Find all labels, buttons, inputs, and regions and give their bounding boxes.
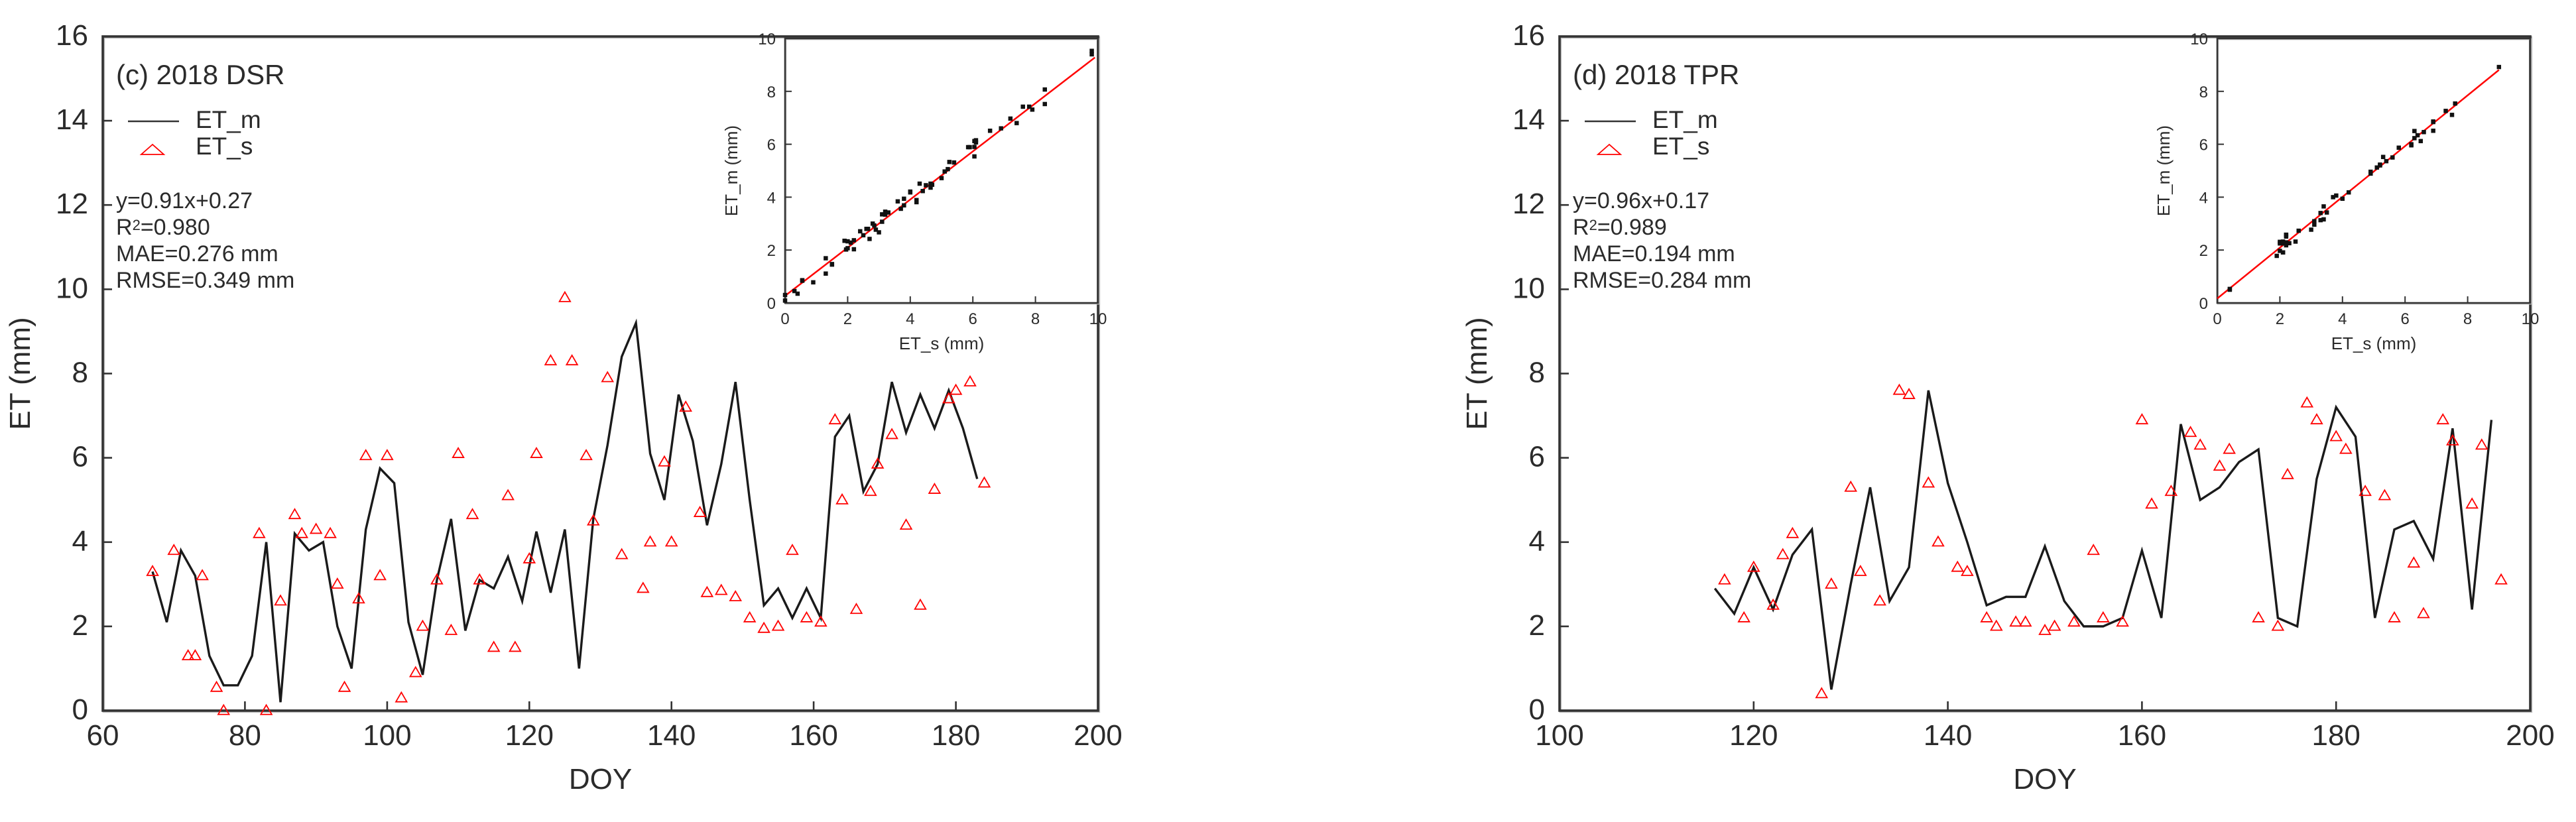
svg-text:60: 60 bbox=[87, 719, 119, 752]
svg-text:8: 8 bbox=[2463, 310, 2472, 328]
svg-text:ET_m: ET_m bbox=[1652, 106, 1718, 133]
svg-text:160: 160 bbox=[789, 719, 837, 752]
svg-text:16: 16 bbox=[56, 19, 88, 52]
svg-text:2: 2 bbox=[2276, 310, 2284, 328]
svg-text:ET_m (mm): ET_m (mm) bbox=[721, 125, 741, 216]
svg-text:ET_s: ET_s bbox=[1652, 133, 1709, 160]
svg-text:ET_m (mm): ET_m (mm) bbox=[2154, 125, 2174, 216]
svg-text:160: 160 bbox=[2118, 719, 2166, 752]
svg-text:R2=0.980: R2=0.980 bbox=[116, 215, 210, 240]
svg-text:14: 14 bbox=[1512, 103, 1545, 136]
svg-text:ET (mm): ET (mm) bbox=[1461, 317, 1493, 430]
svg-text:4: 4 bbox=[2199, 189, 2208, 207]
svg-text:6: 6 bbox=[2401, 310, 2410, 328]
svg-text:12: 12 bbox=[56, 188, 88, 220]
svg-text:0: 0 bbox=[1529, 693, 1545, 726]
svg-text:(d) 2018 TPR: (d) 2018 TPR bbox=[1573, 59, 1739, 90]
svg-text:200: 200 bbox=[2506, 719, 2554, 752]
svg-text:8: 8 bbox=[767, 84, 776, 101]
svg-text:80: 80 bbox=[229, 719, 261, 752]
svg-text:2: 2 bbox=[2199, 242, 2208, 260]
svg-text:200: 200 bbox=[1073, 719, 1122, 752]
svg-text:10: 10 bbox=[1089, 310, 1107, 328]
svg-text:8: 8 bbox=[1529, 357, 1545, 389]
svg-text:4: 4 bbox=[906, 310, 914, 328]
svg-text:100: 100 bbox=[363, 719, 411, 752]
svg-text:6: 6 bbox=[969, 310, 977, 328]
svg-text:0: 0 bbox=[2213, 310, 2221, 328]
svg-text:MAE=0.276 mm: MAE=0.276 mm bbox=[116, 241, 278, 266]
svg-text:14: 14 bbox=[56, 103, 88, 136]
svg-text:2: 2 bbox=[843, 310, 852, 328]
svg-text:0: 0 bbox=[780, 310, 789, 328]
svg-text:6: 6 bbox=[1529, 441, 1545, 473]
svg-text:10: 10 bbox=[56, 272, 88, 304]
svg-text:6: 6 bbox=[767, 137, 776, 154]
svg-text:140: 140 bbox=[1924, 719, 1972, 752]
svg-text:6: 6 bbox=[72, 441, 88, 473]
svg-text:10: 10 bbox=[2190, 30, 2208, 48]
svg-text:4: 4 bbox=[767, 189, 776, 207]
svg-text:10: 10 bbox=[758, 30, 776, 48]
svg-text:MAE=0.194 mm: MAE=0.194 mm bbox=[1573, 241, 1735, 266]
svg-text:12: 12 bbox=[1512, 188, 1545, 220]
svg-text:2: 2 bbox=[767, 242, 776, 260]
svg-text:ET_s: ET_s bbox=[196, 133, 253, 160]
svg-text:y=0.91x+0.27: y=0.91x+0.27 bbox=[116, 188, 253, 213]
svg-text:4: 4 bbox=[72, 525, 88, 558]
svg-text:0: 0 bbox=[2199, 295, 2208, 313]
svg-text:ET_m: ET_m bbox=[196, 106, 261, 133]
svg-text:2: 2 bbox=[1529, 609, 1545, 642]
svg-text:ET (mm): ET (mm) bbox=[4, 317, 36, 430]
svg-text:2: 2 bbox=[72, 609, 88, 642]
svg-text:8: 8 bbox=[2199, 84, 2208, 101]
svg-text:R2=0.989: R2=0.989 bbox=[1573, 215, 1667, 240]
svg-text:DOY: DOY bbox=[2013, 763, 2076, 795]
svg-text:0: 0 bbox=[767, 295, 776, 313]
svg-text:120: 120 bbox=[505, 719, 554, 752]
svg-text:120: 120 bbox=[1729, 719, 1778, 752]
svg-text:6: 6 bbox=[2199, 137, 2208, 154]
svg-text:RMSE=0.284 mm: RMSE=0.284 mm bbox=[1573, 268, 1751, 293]
svg-text:0: 0 bbox=[72, 693, 88, 726]
svg-text:8: 8 bbox=[1031, 310, 1040, 328]
svg-text:y=0.96x+0.17: y=0.96x+0.17 bbox=[1573, 188, 1709, 213]
svg-text:10: 10 bbox=[1512, 272, 1545, 304]
svg-text:ET_s (mm): ET_s (mm) bbox=[2331, 333, 2417, 353]
svg-text:DOY: DOY bbox=[569, 763, 632, 795]
svg-text:16: 16 bbox=[1512, 19, 1545, 52]
svg-text:180: 180 bbox=[932, 719, 980, 752]
svg-text:140: 140 bbox=[647, 719, 696, 752]
svg-text:4: 4 bbox=[1529, 525, 1545, 558]
svg-text:180: 180 bbox=[2311, 719, 2360, 752]
svg-text:ET_s (mm): ET_s (mm) bbox=[899, 333, 985, 353]
svg-text:10: 10 bbox=[2522, 310, 2540, 328]
svg-text:4: 4 bbox=[2338, 310, 2347, 328]
svg-text:8: 8 bbox=[72, 357, 88, 389]
svg-text:(c) 2018 DSR: (c) 2018 DSR bbox=[116, 59, 284, 90]
svg-text:RMSE=0.349 mm: RMSE=0.349 mm bbox=[116, 268, 294, 293]
